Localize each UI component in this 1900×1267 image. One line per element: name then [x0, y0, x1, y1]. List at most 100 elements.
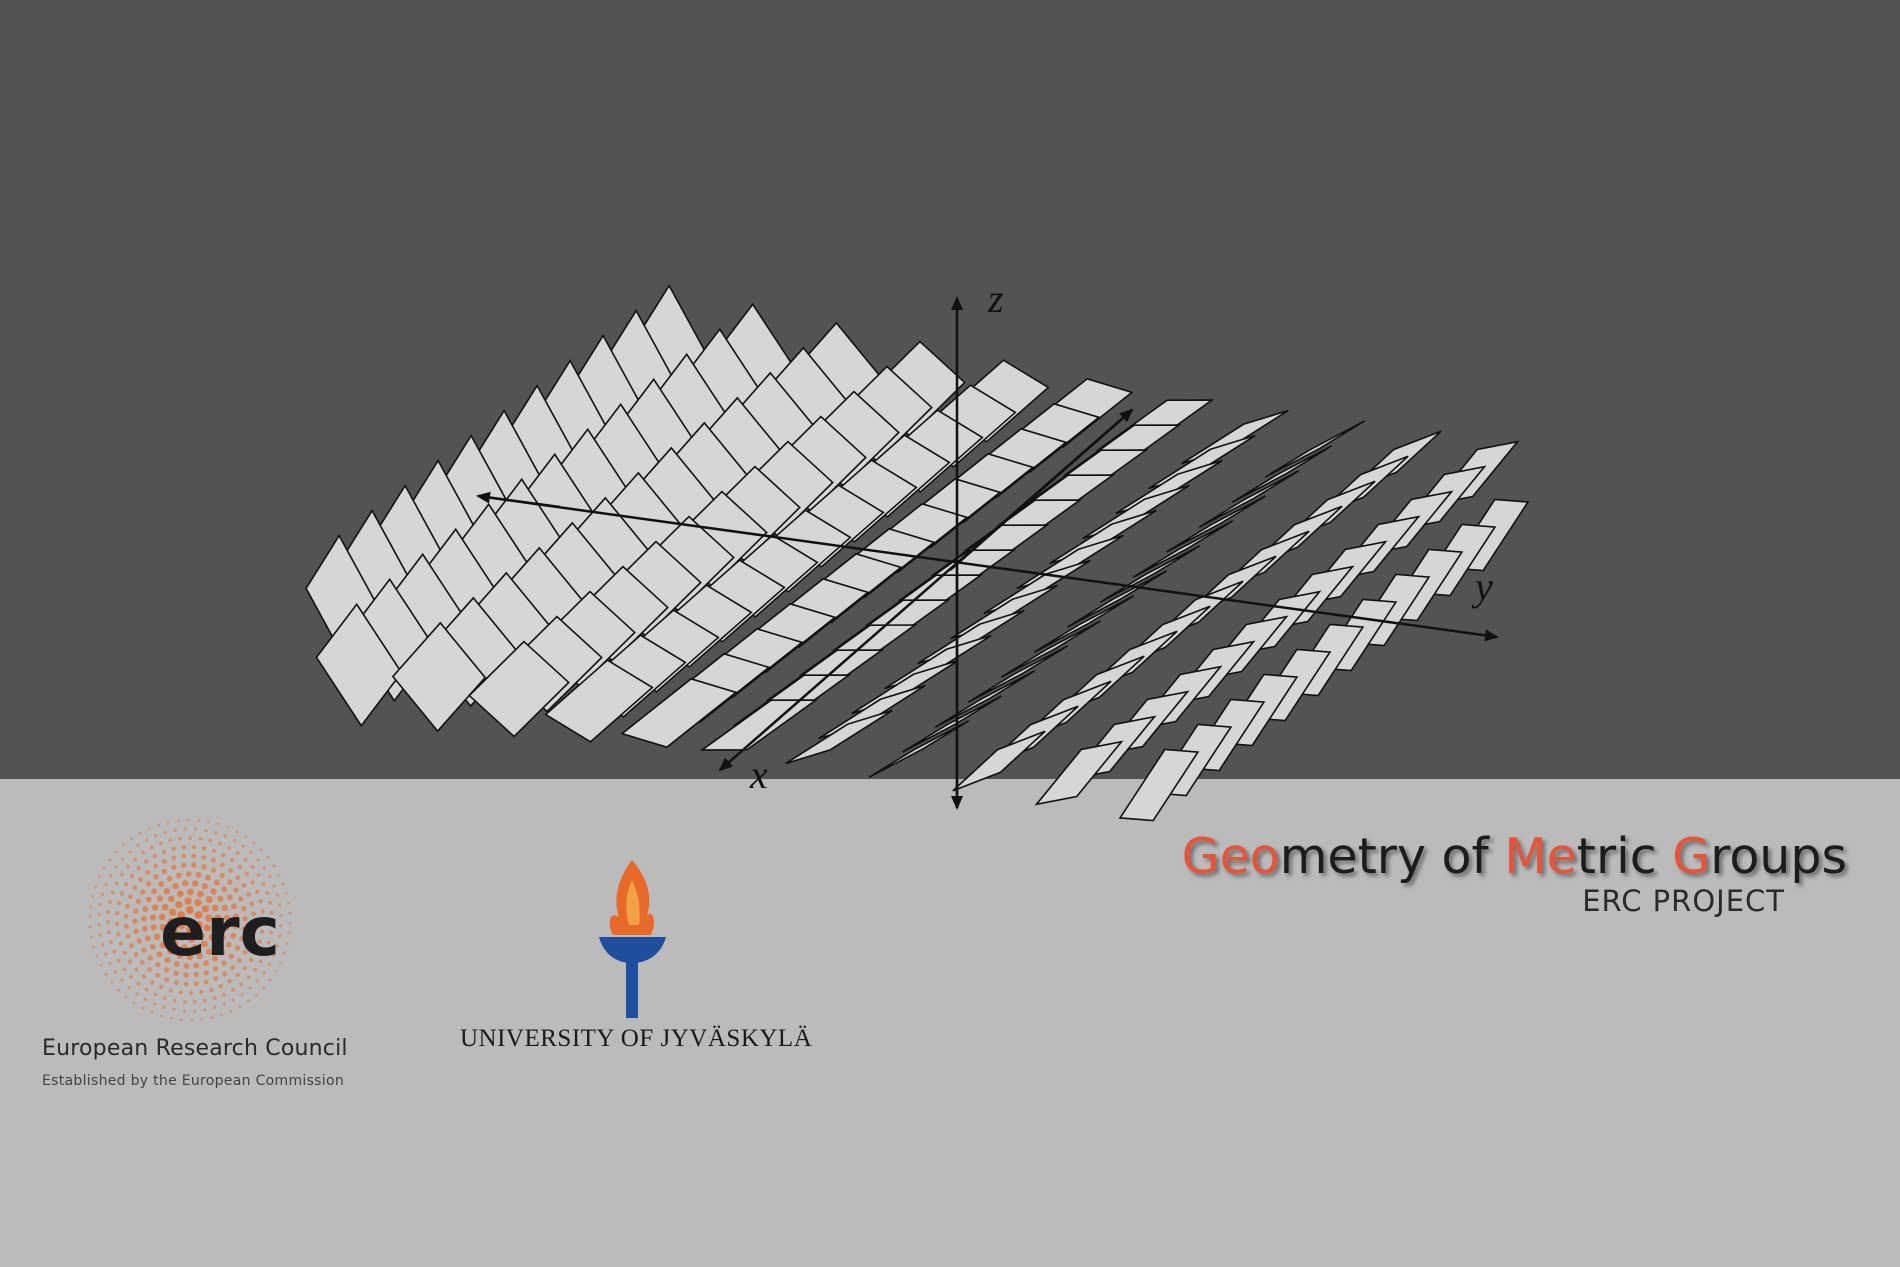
erc-dot: [177, 911, 186, 920]
erc-dot: [112, 949, 117, 954]
erc-dot: [197, 890, 204, 898]
erc-dot: [106, 910, 111, 915]
erc-dot: [217, 895, 224, 902]
erc-dot: [175, 900, 183, 909]
erc-dot: [153, 992, 158, 997]
erc-dot: [114, 850, 118, 854]
erc-dot: [104, 952, 108, 956]
erc-dot: [230, 965, 235, 971]
erc-dot: [161, 903, 169, 911]
plane-tile: [1118, 748, 1200, 822]
erc-dot: [195, 871, 202, 878]
erc-dot: [203, 960, 209, 967]
erc-dot: [249, 901, 255, 907]
erc-dot: [266, 856, 270, 859]
erc-dot: [235, 830, 239, 834]
erc-dot: [213, 924, 221, 932]
erc-dot: [191, 862, 197, 868]
erc-dot: [205, 948, 213, 955]
erc-dot: [152, 853, 157, 859]
plane-tile: [952, 730, 1046, 792]
erc-dot: [122, 967, 127, 972]
erc-dot: [183, 981, 189, 987]
erc-dot: [268, 978, 272, 982]
erc-dot: [222, 992, 226, 997]
erc-dot: [171, 864, 177, 871]
erc-dot: [141, 974, 147, 979]
erc-dot: [270, 920, 274, 925]
erc-dot: [202, 998, 207, 1003]
erc-dot: [156, 895, 164, 902]
erc-dot: [230, 903, 237, 910]
erc-dot: [132, 885, 138, 891]
erc-dot: [173, 970, 179, 976]
erc-dot: [89, 905, 93, 908]
erc-dot: [221, 886, 228, 893]
erc-dot: [244, 835, 248, 839]
erc-dot: [144, 935, 151, 942]
erc-dot: [94, 885, 98, 889]
plane-tile: [315, 602, 403, 728]
plane-tile: [868, 720, 970, 778]
erc-dot: [186, 888, 194, 896]
erc-dot: [191, 844, 197, 850]
erc-dot: [230, 932, 237, 939]
erc-dot: [183, 972, 189, 978]
erc-dot: [181, 943, 188, 951]
erc-dot: [246, 891, 252, 897]
erc-dot: [108, 961, 112, 966]
erc-dot: [284, 891, 288, 895]
erc-dot: [219, 934, 226, 941]
erc-dot: [157, 823, 160, 827]
erc-dot: [106, 920, 110, 925]
erc-tagline: Established by the European Commission: [42, 1073, 344, 1089]
erc-dot: [255, 979, 260, 983]
y-axis-label: y: [1471, 564, 1493, 609]
erc-dot: [98, 875, 101, 879]
erc-dot: [207, 820, 210, 824]
erc-dot: [210, 867, 217, 873]
erc-dot: [256, 873, 261, 877]
erc-dot: [95, 954, 99, 958]
erc-dot: [192, 1009, 197, 1013]
erc-dot: [269, 910, 274, 915]
erc-dot: [226, 826, 230, 829]
erc-dot: [115, 911, 120, 916]
erc-dot: [262, 971, 266, 975]
erc-dot: [147, 955, 153, 961]
plane-tile: [967, 645, 1069, 703]
erc-dot: [203, 924, 211, 932]
erc-dot: [241, 926, 247, 932]
erc-dot: [167, 895, 175, 903]
erc-dot: [186, 926, 195, 934]
erc-dot: [89, 935, 93, 939]
erc-dot: [266, 940, 271, 945]
erc-dot: [200, 940, 208, 948]
erc-dot: [132, 1001, 136, 1005]
erc-dot: [149, 914, 157, 921]
erc-dot: [248, 957, 254, 963]
erc-dot: [268, 874, 272, 879]
torch-logo-icon: [599, 860, 666, 1018]
erc-dot: [223, 924, 230, 931]
erc-dot: [170, 927, 179, 935]
erc-dot: [158, 913, 166, 921]
erc-dot: [144, 859, 149, 864]
erc-dot: [183, 962, 190, 969]
erc-dot: [247, 940, 253, 946]
erc-dot: [98, 902, 103, 906]
erc-dot: [235, 973, 240, 978]
erc-dot: [120, 857, 125, 861]
erc-dot: [254, 993, 258, 997]
erc-dot: [211, 955, 218, 962]
erc-dot: [277, 873, 281, 876]
erc-dot: [160, 1014, 164, 1018]
erc-dot: [213, 942, 221, 949]
erc-dot: [159, 923, 167, 931]
erc-dot: [225, 941, 232, 948]
erc-dot: [242, 916, 248, 922]
erc-dot: [241, 906, 247, 912]
erc-dot: [133, 857, 137, 862]
erc-dot: [288, 921, 292, 925]
erc-dot: [114, 921, 120, 926]
